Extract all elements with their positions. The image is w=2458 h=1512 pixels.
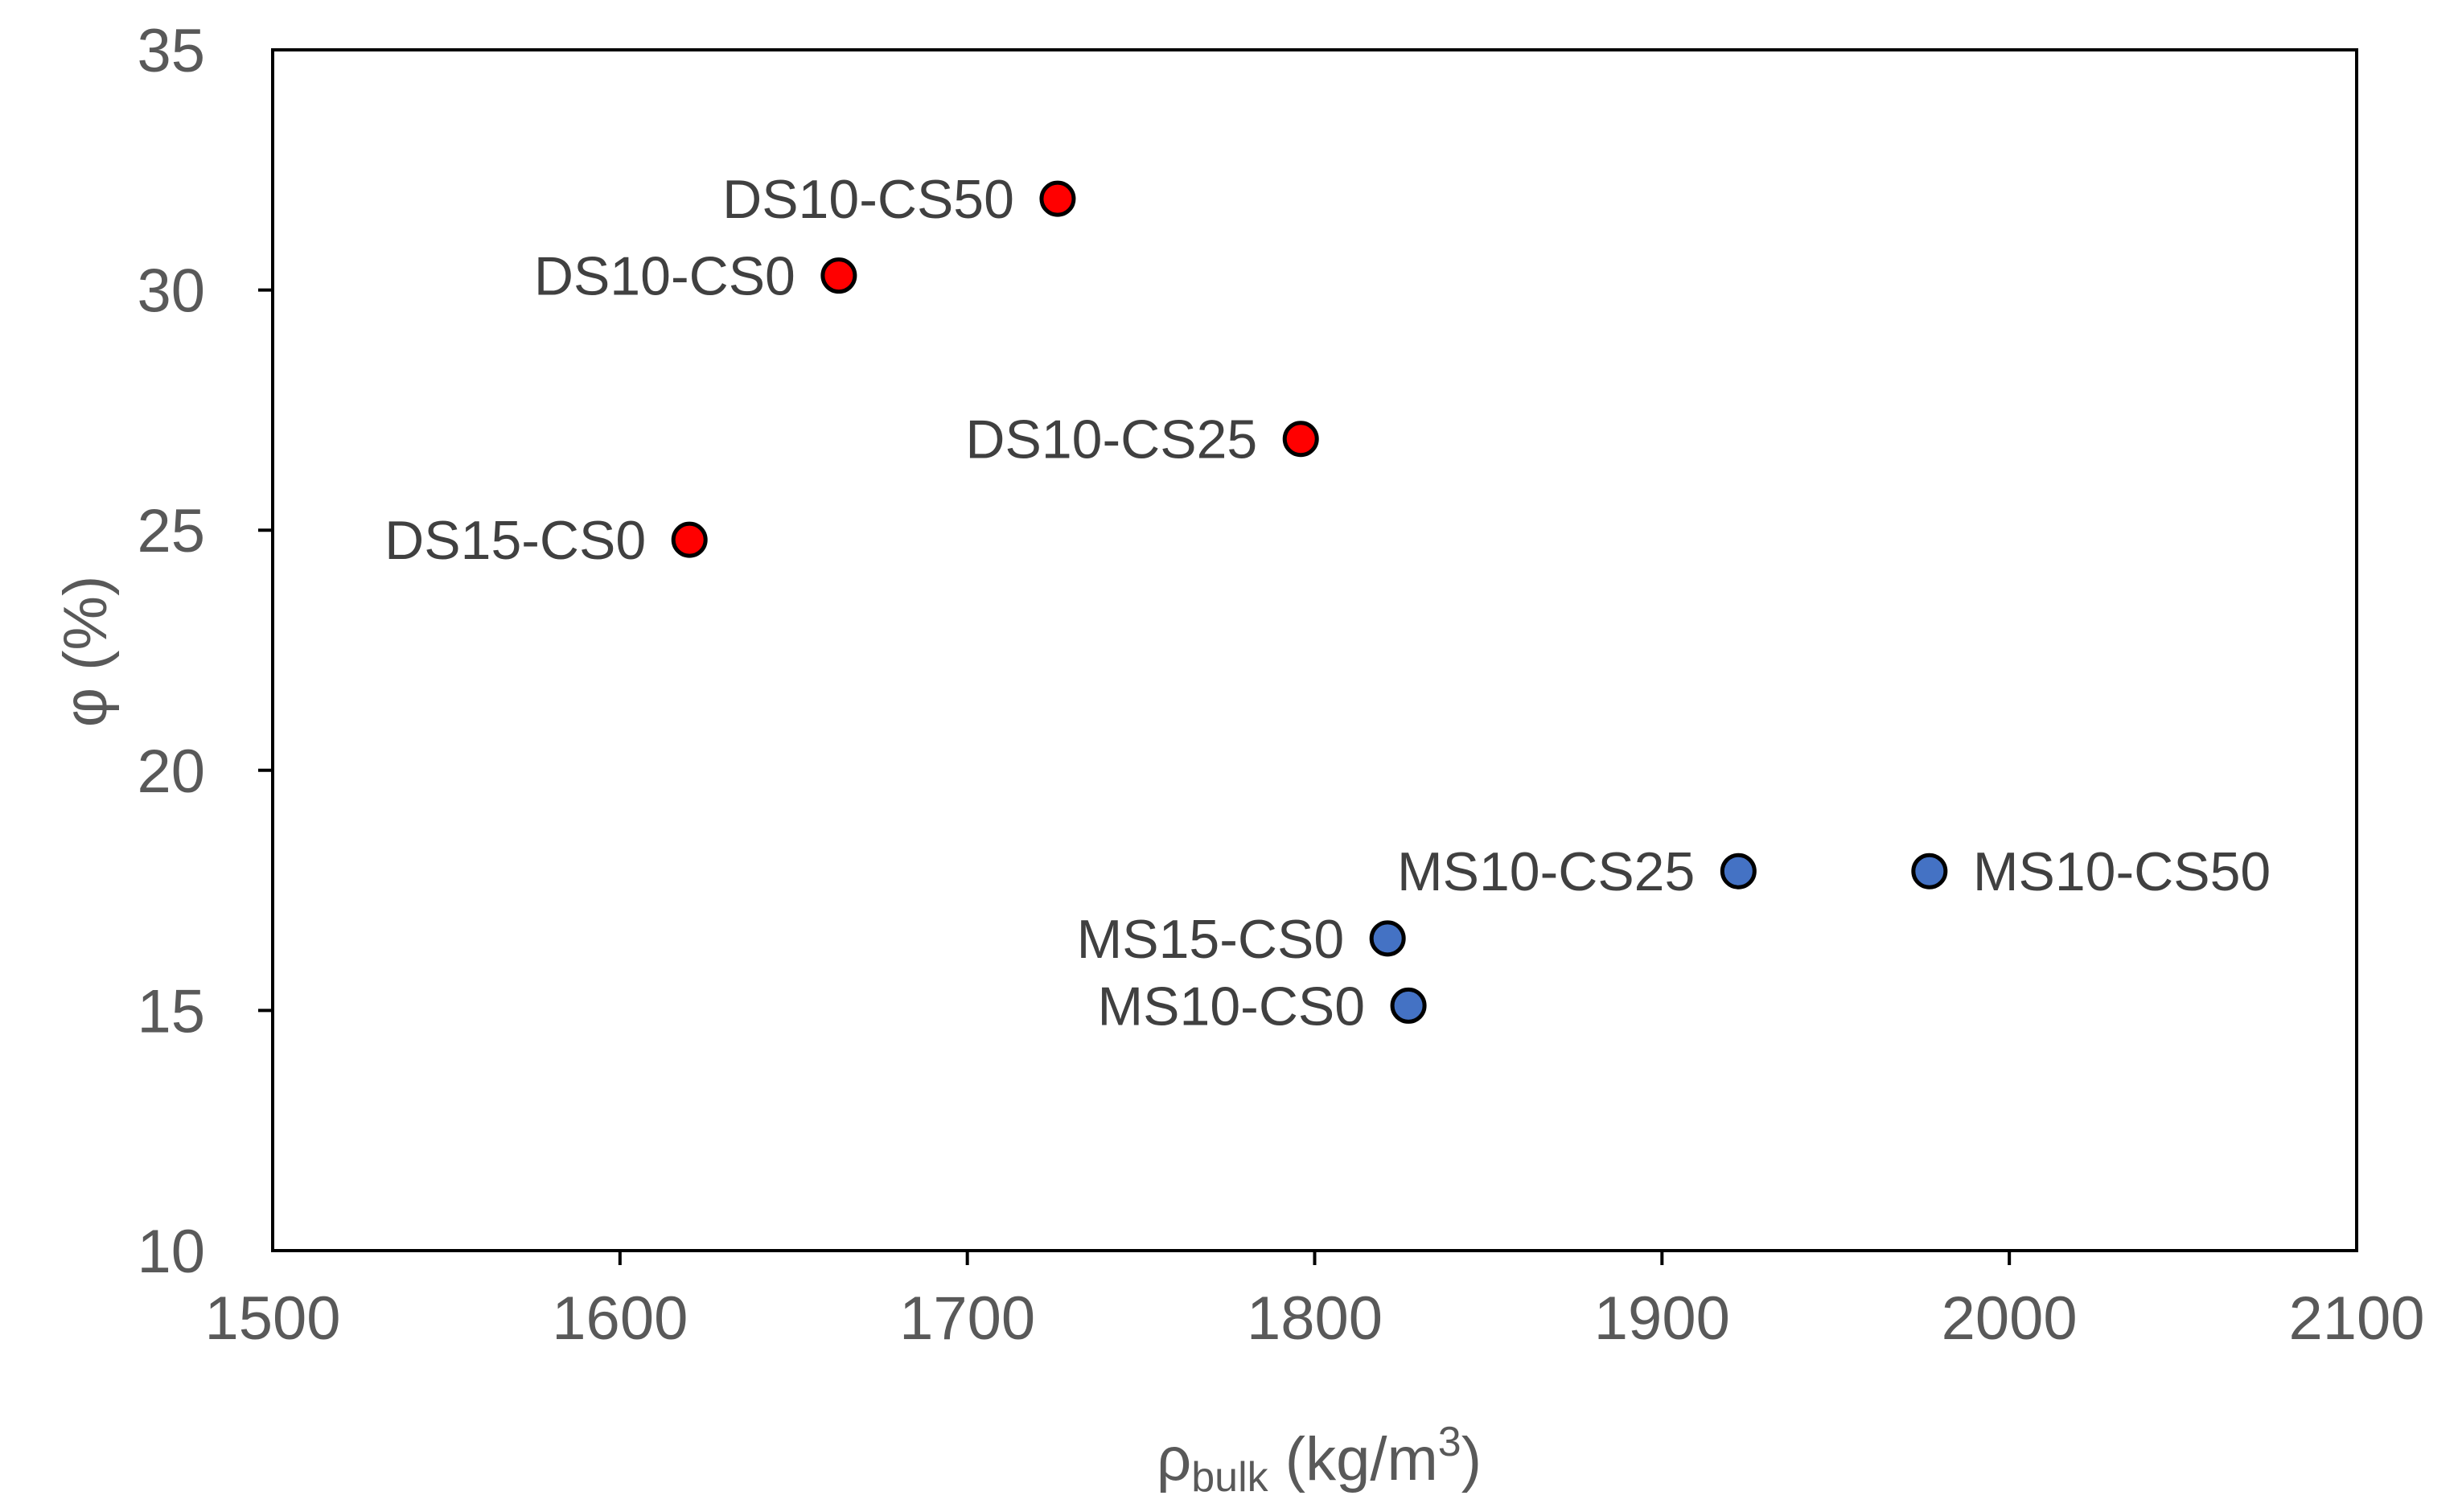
data-point-ds15-cs0 (671, 521, 708, 558)
data-label-ds10-cs50: DS10-CS50 (722, 169, 1014, 230)
data-label-ds10-cs25: DS10-CS25 (965, 409, 1257, 470)
x-tick-label-2100: 2100 (2288, 1284, 2424, 1353)
data-point-ds10-cs0 (820, 257, 857, 294)
x-tick-label-1700: 1700 (899, 1284, 1035, 1353)
data-point-ds10-cs50 (1039, 180, 1076, 217)
y-tick-label-30: 30 (137, 257, 205, 326)
x-axis-title: ρbulk (kg/m3) (1157, 1419, 1482, 1501)
data-point-labels: DS10-CS50 DS10-CS0 DS10-CS25 DS15-CS0 MS10-C… (384, 169, 2271, 1037)
y-tick-label-15: 15 (137, 977, 205, 1046)
x-tick-label-2000: 2000 (1942, 1284, 2078, 1353)
x-axis-title-close: ) (1461, 1425, 1482, 1494)
axis-tick-labels: 1500 1600 1700 1800 1900 2000 2100 10 15 20 25 30 35 (137, 17, 2424, 1353)
data-label-ms10-cs0: MS10-CS0 (1098, 976, 1366, 1037)
y-tick-label-35: 35 (137, 17, 205, 85)
y-tick-label-20: 20 (137, 738, 205, 806)
data-points (671, 180, 1948, 1024)
x-tick-label-1900: 1900 (1594, 1284, 1730, 1353)
x-tick-label-1600: 1600 (552, 1284, 688, 1353)
y-axis-title: φ (%) (51, 576, 120, 728)
data-label-ds10-cs0: DS10-CS0 (534, 246, 795, 307)
data-point-ds10-cs25 (1282, 421, 1319, 458)
x-axis-title-subscript: bulk (1191, 1454, 1268, 1501)
data-label-ms15-cs0: MS15-CS0 (1077, 909, 1345, 970)
y-tick-label-25: 25 (137, 497, 205, 565)
plot-area-frame (271, 48, 2358, 1252)
data-label-ms10-cs50: MS10-CS50 (1973, 841, 2271, 902)
data-point-ms10-cs0 (1390, 987, 1427, 1024)
y-tick-label-10: 10 (137, 1218, 205, 1286)
x-tick-label-1800: 1800 (1247, 1284, 1383, 1353)
data-label-ms10-cs25: MS10-CS25 (1397, 841, 1695, 902)
x-axis-title-symbol: ρ (1157, 1425, 1191, 1494)
data-point-ms15-cs0 (1369, 920, 1406, 957)
data-label-ds15-cs0: DS15-CS0 (384, 510, 646, 571)
data-point-ms10-cs25 (1720, 853, 1757, 890)
data-point-ms10-cs50 (1911, 853, 1948, 890)
x-axis-title-superscript: 3 (1438, 1419, 1461, 1465)
axis-ticks (258, 288, 2012, 1265)
x-tick-label-1500: 1500 (204, 1284, 340, 1353)
x-axis-title-unit: (kg/m (1268, 1425, 1438, 1494)
